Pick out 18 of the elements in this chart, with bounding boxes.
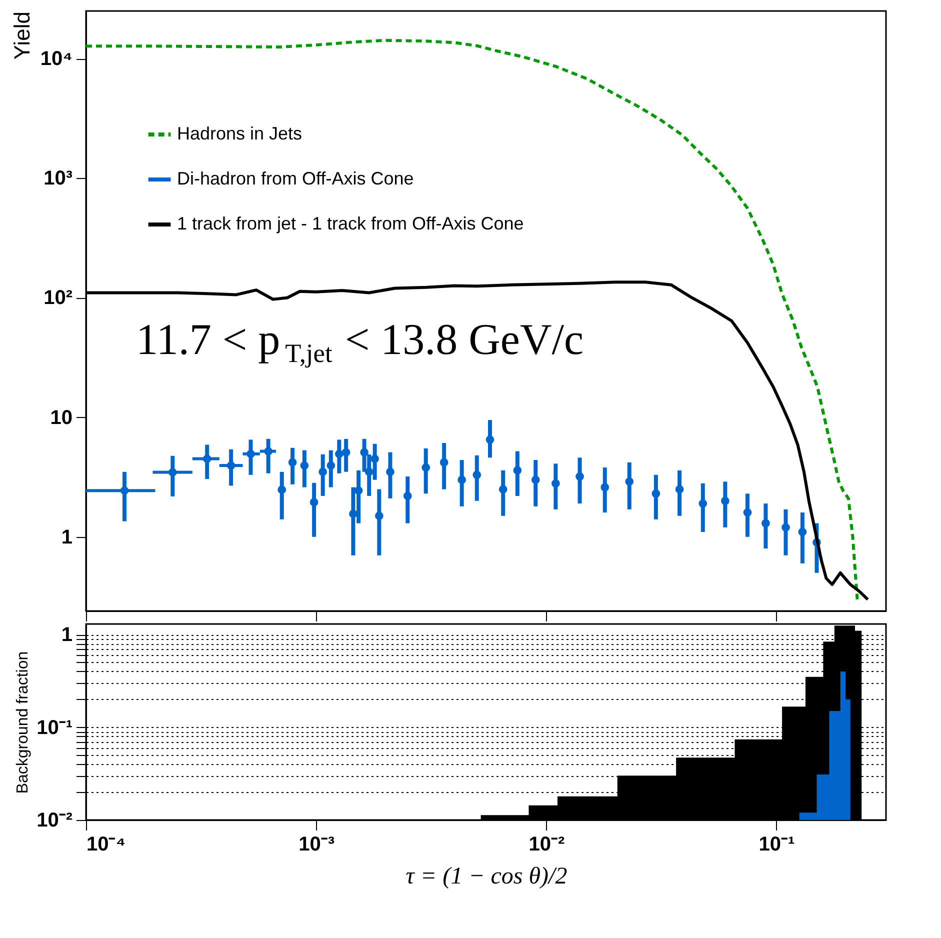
x-tick-label: 10⁻³ [298, 834, 335, 856]
y-tick-label: 10 [50, 406, 72, 429]
y-tick-label: 10⁻¹ [36, 716, 73, 739]
legend-label: 1 track from jet - 1 track from Off-Axis Cone [177, 214, 524, 234]
x-tick-label: 10⁻⁴ [86, 834, 126, 856]
y-tick-label: 1 [61, 526, 72, 548]
y-axis-title: Background fraction [14, 651, 32, 794]
y-axis-title: Yield [9, 12, 34, 60]
x-axis-title: τ = (1 − cos θ)/2 [406, 864, 568, 890]
y-tick-label: 10⁴ [40, 48, 72, 70]
y-tick-label: 10² [44, 287, 73, 310]
x-tick-label: 10⁻¹ [758, 834, 796, 856]
x-tick-label: 10⁻² [528, 834, 565, 856]
y-tick-label: 10³ [44, 168, 73, 190]
legend-label: Hadrons in Jets [177, 124, 302, 144]
y-tick-label: 10⁻² [36, 810, 73, 832]
y-tick-label: 1 [61, 624, 72, 646]
legend-label: Di-hadron from Off-Axis Cone [177, 168, 414, 188]
